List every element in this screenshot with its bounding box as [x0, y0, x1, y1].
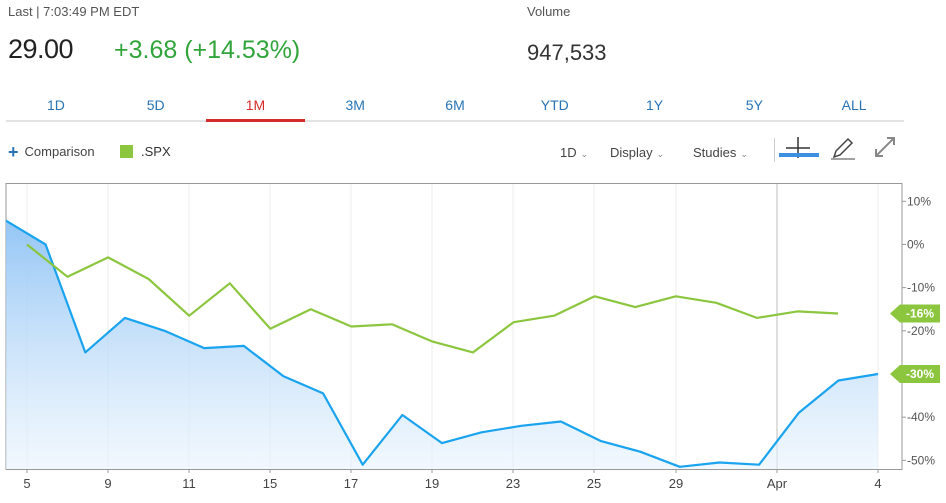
x-tick-label: 17 — [344, 476, 358, 491]
display-label: Display — [610, 145, 653, 160]
legend-spx[interactable]: .SPX — [120, 144, 171, 159]
toolbar-divider — [774, 138, 775, 162]
draw-button[interactable] — [828, 136, 858, 162]
interval-dropdown[interactable]: 1D ⌄ — [560, 145, 588, 160]
series-line-spx — [26, 243, 839, 354]
range-tab-1y[interactable]: 1Y — [646, 97, 664, 113]
range-tab-5d[interactable]: 5D — [146, 97, 165, 113]
y-tick-label: -10% — [907, 281, 935, 295]
chevron-down-icon: ⌄ — [740, 149, 748, 159]
range-tab-5y[interactable]: 5Y — [745, 97, 763, 113]
range-tab-all[interactable]: ALL — [841, 97, 867, 113]
chart-toolbar: + Comparison .SPX 1D ⌄ Display ⌄ Studies ⌄ — [0, 136, 946, 168]
legend-spx-label: .SPX — [141, 144, 171, 159]
comparison-label: Comparison — [24, 144, 95, 159]
range-tab-3m[interactable]: 3M — [345, 97, 365, 113]
display-dropdown[interactable]: Display ⌄ — [610, 145, 664, 160]
y-tick-label: -50% — [907, 453, 935, 467]
last-price: 29.00 — [8, 34, 74, 64]
chevron-down-icon: ⌄ — [656, 149, 665, 159]
price-chart[interactable]: 5 9 11 15 17 19 23 25 29 Apr 4 10% 0% -10% -20% -30% -4… — [0, 183, 946, 503]
crosshair-icon — [786, 137, 810, 158]
studies-dropdown[interactable]: Studies ⌄ — [693, 145, 748, 160]
end-label-text: -16% — [906, 307, 934, 321]
price-change: +3.68 (+14.53%) — [114, 36, 301, 64]
x-tick-label: 25 — [587, 476, 601, 491]
x-tick-label: 19 — [425, 476, 439, 491]
x-tick-label: 29 — [669, 476, 683, 491]
pencil-icon — [831, 137, 855, 160]
plus-icon: + — [8, 141, 19, 162]
end-label-text: -30% — [906, 367, 934, 381]
x-tick-label: 23 — [506, 476, 520, 491]
range-tab-1d[interactable]: 1D — [46, 97, 65, 113]
crosshair-button[interactable] — [783, 136, 813, 162]
end-label-badge — [890, 304, 940, 323]
last-trade-label: Last | 7:03:49 PM EDT — [8, 4, 140, 19]
series-line-main — [5, 219, 879, 468]
range-tab-1m[interactable]: 1M — [205, 92, 306, 122]
chevron-down-icon: ⌄ — [580, 149, 589, 159]
crosshair-active-indicator — [779, 153, 819, 157]
end-value-label: -16% — [890, 304, 940, 323]
x-tick-label: 9 — [104, 476, 111, 491]
fullscreen-button[interactable] — [870, 136, 900, 162]
add-comparison-button[interactable]: + Comparison — [8, 141, 95, 162]
y-tick-label: -40% — [907, 410, 935, 424]
chart-canvas: 5 9 11 15 17 19 23 25 29 Apr 4 10% 0% -10% -20% -30% -4… — [5, 183, 940, 491]
y-tick-label: 10% — [907, 194, 931, 208]
x-tick-label: 15 — [263, 476, 277, 491]
legend-swatch — [120, 145, 133, 158]
x-tick-label: 11 — [182, 476, 196, 491]
series-area-fill — [6, 220, 878, 469]
expand-icon — [875, 137, 895, 157]
range-tab-ytd[interactable]: YTD — [540, 97, 569, 113]
time-range-tabs: 1D 5D 1M 3M 6M YTD 1Y 5Y ALL — [6, 92, 904, 122]
x-tick-label: Apr — [767, 476, 788, 491]
end-value-label: -30% — [890, 365, 940, 383]
studies-label: Studies — [693, 145, 737, 160]
range-tab-6m[interactable]: 6M — [445, 97, 465, 113]
interval-label: 1D — [560, 145, 577, 160]
y-tick-label: 0% — [907, 237, 925, 251]
volume-label: Volume — [527, 4, 571, 19]
end-label-badge — [890, 365, 940, 383]
volume-value: 947,533 — [527, 40, 607, 65]
x-tick-label: 4 — [874, 476, 881, 491]
y-tick-label: -20% — [907, 324, 935, 338]
x-tick-label: 5 — [23, 476, 30, 491]
